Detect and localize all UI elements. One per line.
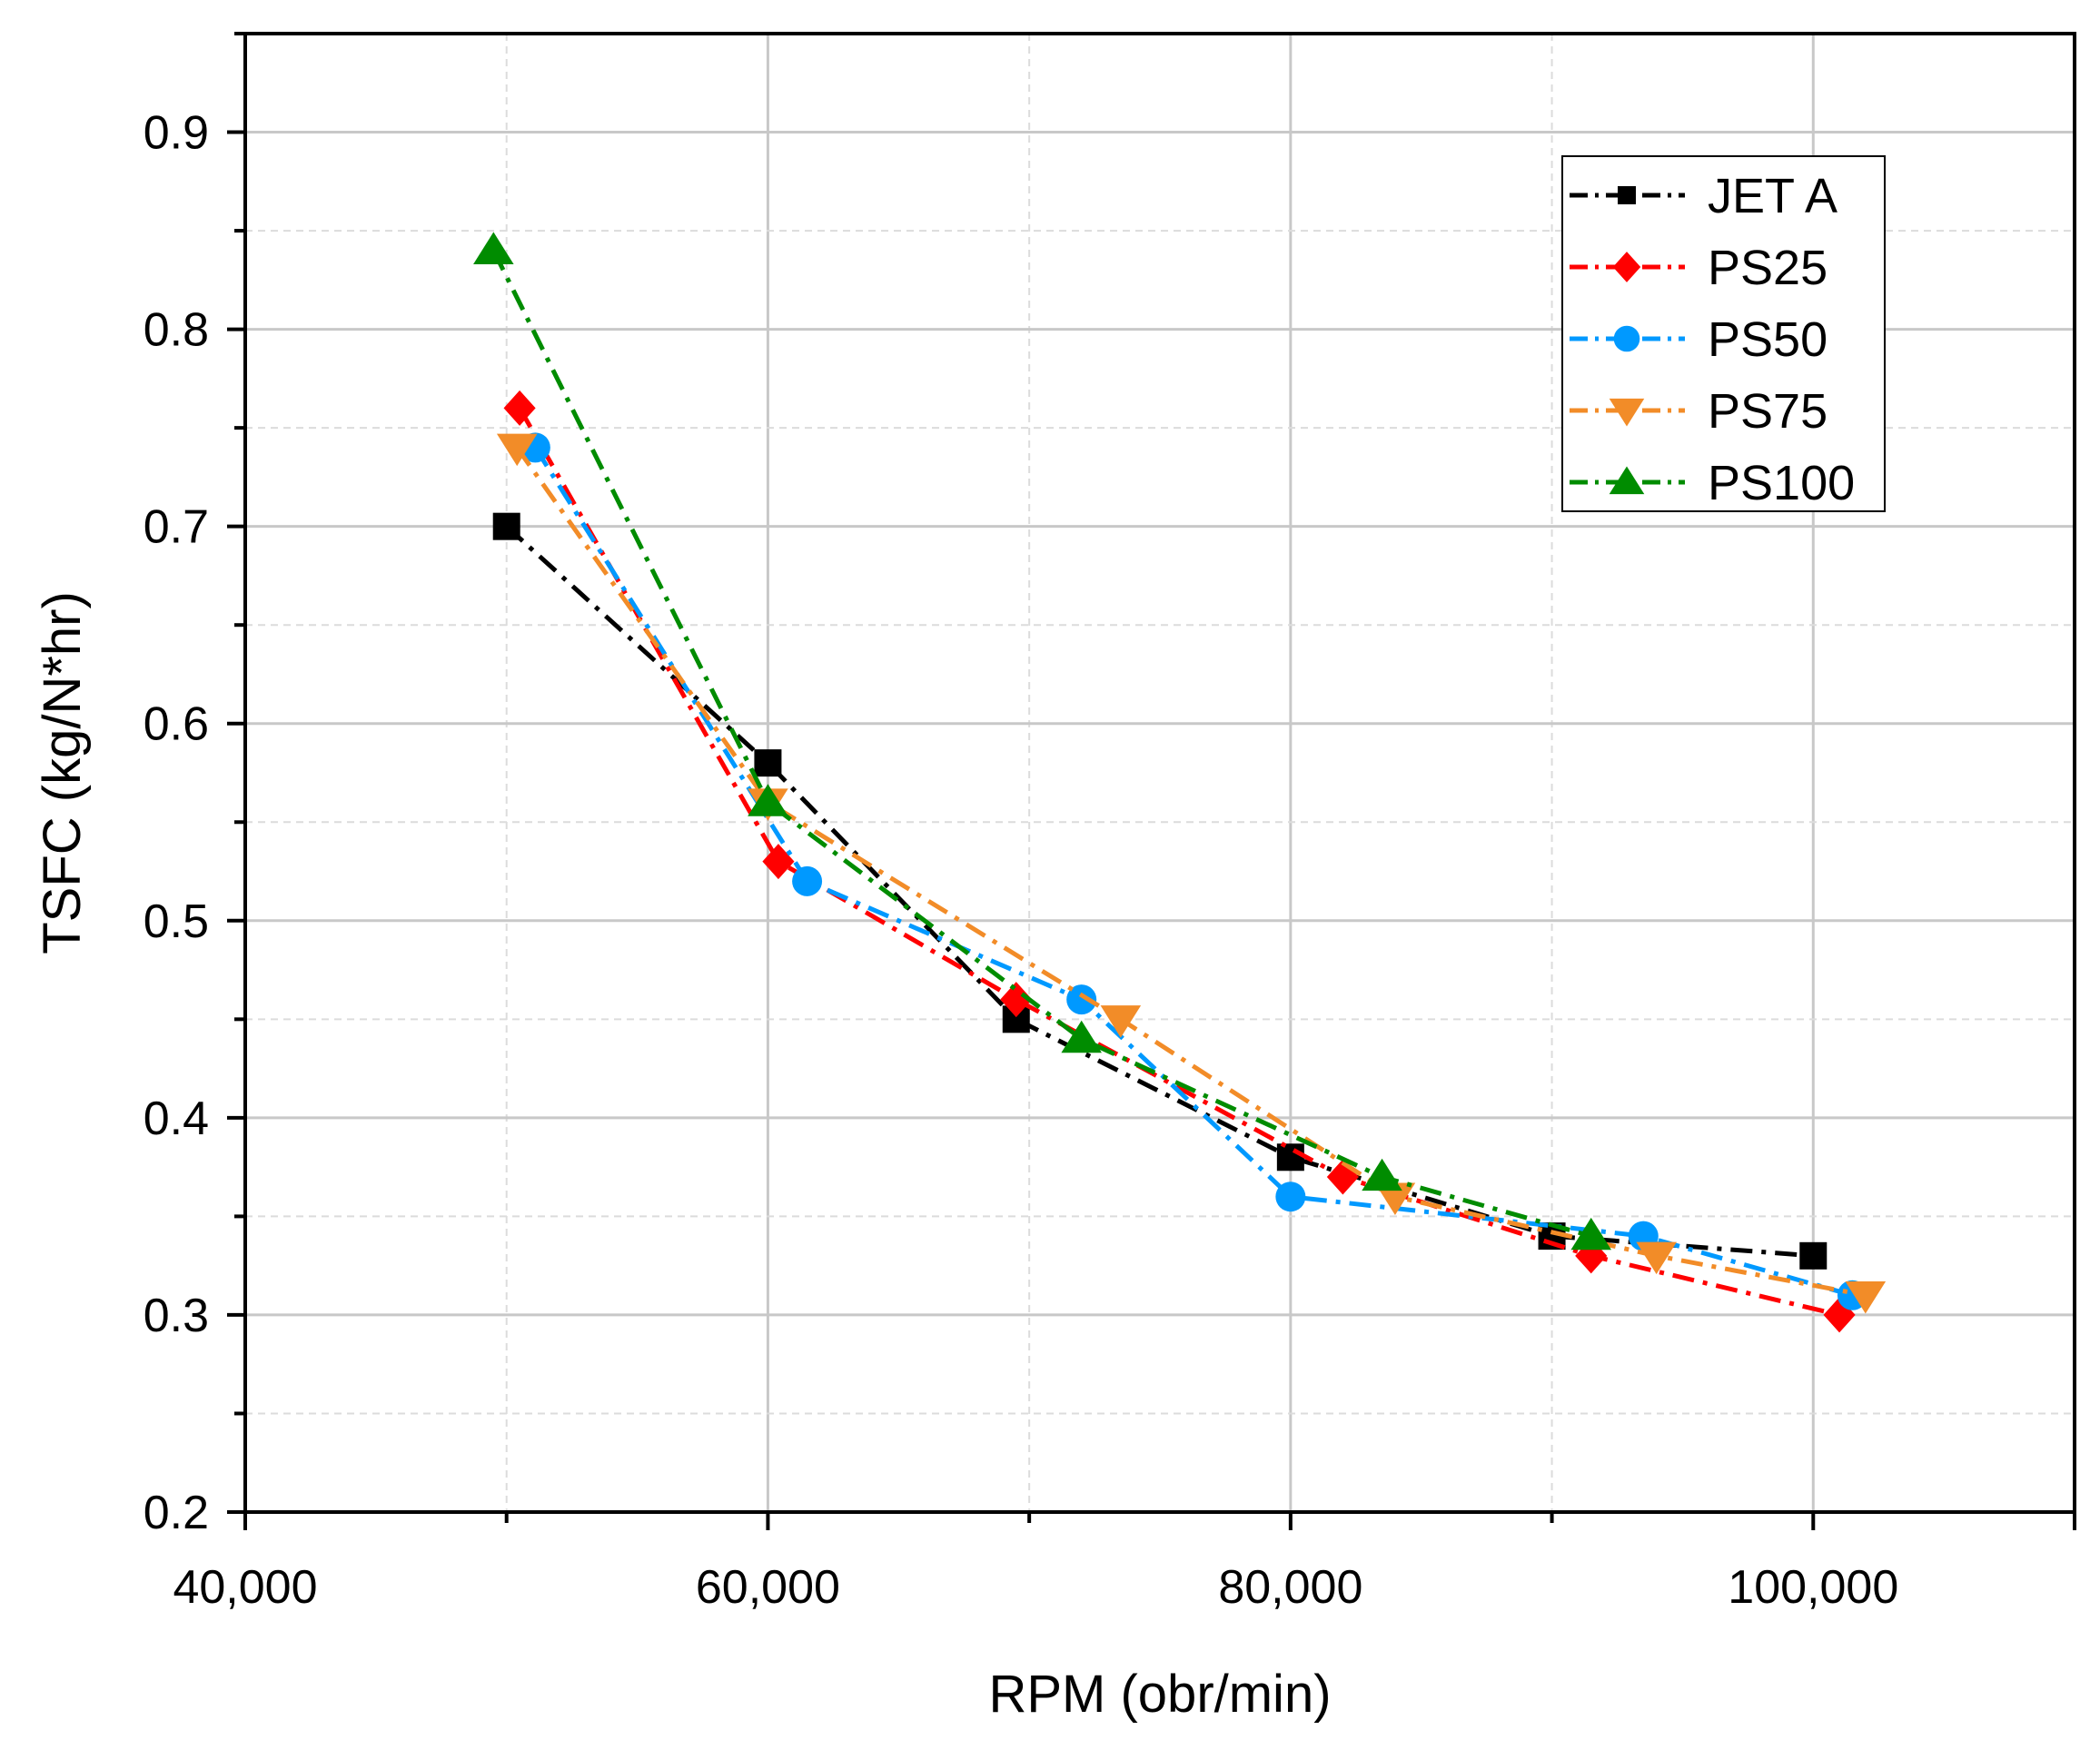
series-line	[533, 446, 1854, 1298]
data-point	[473, 232, 514, 264]
y-tick-label: 0.7	[144, 501, 209, 554]
x-tick-label: 100,000	[1728, 1561, 1898, 1614]
data-point	[754, 749, 782, 777]
x-tick-label: 40,000	[173, 1561, 317, 1614]
data-point	[1061, 1020, 1102, 1053]
y-tick-label: 0.2	[144, 1487, 209, 1539]
data-point	[1799, 1241, 1828, 1270]
data-point	[1276, 1143, 1304, 1172]
legend-box	[1561, 155, 1886, 512]
series-jet-a	[492, 512, 1828, 1270]
legend-item: PS100	[1570, 456, 1855, 510]
data-point	[496, 433, 538, 467]
legend-label: PS50	[1708, 312, 1828, 367]
legend-item: PS75	[1570, 384, 1828, 439]
legend-item: PS50	[1570, 312, 1828, 367]
legend-label: PS100	[1708, 456, 1855, 510]
legend-marker	[1618, 186, 1636, 204]
legend-marker	[1609, 466, 1645, 495]
data-point	[762, 844, 795, 880]
legend-label: PS75	[1708, 384, 1828, 439]
series-ps25	[503, 390, 1856, 1333]
legend-marker	[1612, 252, 1641, 282]
series-ps100	[473, 232, 1612, 1251]
y-tick-label: 0.3	[144, 1290, 209, 1342]
series-line	[517, 407, 1840, 1318]
axis-ticks: 40,000 60,000 80,000 100,000 0.2 0.3 0.4 0.5 0.6…	[144, 32, 2076, 1614]
y-axis-title: TSFC (kg/N*hr)	[33, 591, 92, 954]
data-point	[748, 784, 788, 816]
data-point	[503, 390, 536, 426]
x-tick-label: 60,000	[696, 1561, 840, 1614]
data-point	[1066, 984, 1097, 1015]
y-tick-label: 0.9	[144, 107, 209, 160]
data-point	[1100, 1005, 1142, 1038]
x-axis-title: RPM (obr/min)	[988, 1665, 1331, 1724]
data-point	[1362, 1158, 1402, 1191]
legend-marker	[1609, 398, 1645, 427]
y-tick-label: 0.8	[144, 304, 209, 357]
x-tick-label: 80,000	[1218, 1561, 1362, 1614]
series-line	[491, 249, 1592, 1239]
legend-label: PS25	[1708, 241, 1828, 295]
series-line	[515, 446, 1867, 1298]
data-point	[1000, 982, 1033, 1018]
legend-item: JET A	[1570, 169, 1838, 223]
y-tick-label: 0.5	[144, 895, 209, 948]
data-point	[1845, 1281, 1887, 1314]
legend-marker	[1613, 325, 1640, 352]
data-point	[492, 512, 520, 540]
legend: JET A PS25 PS50 PS75 PS100	[1561, 155, 1886, 512]
plot-frame	[243, 32, 2076, 1514]
legend-label: JET A	[1708, 169, 1838, 223]
data-point	[792, 865, 823, 896]
y-tick-label: 0.6	[144, 698, 209, 751]
series-line	[505, 524, 1814, 1259]
data-point	[1275, 1181, 1306, 1212]
series-ps75	[496, 433, 1887, 1314]
data-point	[1570, 1217, 1612, 1251]
y-tick-label: 0.4	[144, 1092, 209, 1145]
legend-item: PS25	[1570, 241, 1828, 295]
data-point	[1636, 1241, 1677, 1275]
data-point	[1374, 1182, 1416, 1215]
series-ps50	[520, 432, 1867, 1310]
data-series	[473, 232, 1887, 1333]
grid	[245, 34, 2075, 1512]
